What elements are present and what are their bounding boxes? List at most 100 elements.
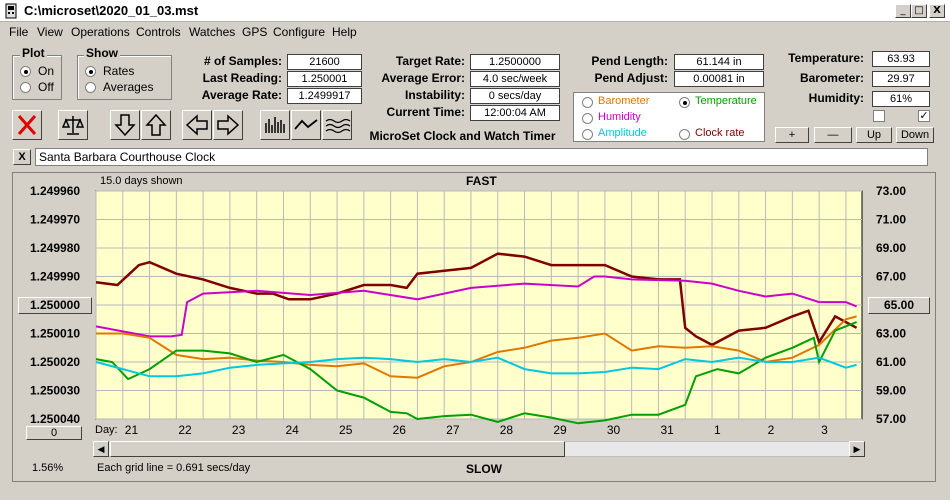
down-arrow-button[interactable] xyxy=(110,110,140,140)
last-reading-label: Last Reading: xyxy=(202,71,282,85)
down-button[interactable]: Down xyxy=(896,127,934,143)
target-rate-value: 1.2500000 xyxy=(470,54,560,70)
series-line-1 xyxy=(95,275,857,338)
temperature-option: Temperature xyxy=(695,95,757,107)
right-tick-label: 59.00 xyxy=(876,384,906,398)
average-rate-value: 1.2499917 xyxy=(287,88,362,104)
instability-value: 0 secs/day xyxy=(470,88,560,104)
humidity-label: Humidity: xyxy=(808,91,864,105)
left-tick-label: 1.249990 xyxy=(30,270,80,284)
left-axis-value-box[interactable]: 1.250000 xyxy=(18,297,92,314)
day-tick-label: 21 xyxy=(125,423,139,437)
show-rates-radio[interactable] xyxy=(85,66,96,77)
plot-on-radio[interactable] xyxy=(20,66,31,77)
left-tick-label: 1.249970 xyxy=(30,213,80,227)
pend-length-label: Pend Length: xyxy=(591,54,668,68)
menu-operations[interactable]: Operations xyxy=(71,25,130,39)
arrow-down-icon xyxy=(114,114,136,137)
arrow-left-icon xyxy=(185,114,208,136)
scroll-left-button[interactable]: ◀ xyxy=(93,441,109,457)
note-close-button[interactable]: X xyxy=(13,149,31,165)
arrow-up-icon xyxy=(145,113,167,136)
window-title: C:\microset\2020_01_03.mst xyxy=(24,3,199,18)
days-shown-label: 15.0 days shown xyxy=(100,175,183,187)
checkbox-left[interactable] xyxy=(873,110,885,122)
clock-rate-radio[interactable] xyxy=(679,129,690,140)
chart-frame xyxy=(12,172,936,482)
note-input[interactable]: Santa Barbara Courthouse Clock xyxy=(35,148,928,166)
menu-controls[interactable]: Controls xyxy=(136,25,181,39)
scale-icon xyxy=(61,116,85,135)
scrollbar-thumb[interactable] xyxy=(110,441,565,457)
slow-label: SLOW xyxy=(466,462,502,476)
maximize-button[interactable]: □ xyxy=(911,4,927,18)
bars-icon xyxy=(265,117,285,133)
show-averages-radio[interactable] xyxy=(85,82,96,93)
series-line-3 xyxy=(95,321,857,425)
day-tick-label: 2 xyxy=(768,423,775,437)
day-tick-label: 29 xyxy=(553,423,567,437)
right-arrow-button[interactable] xyxy=(213,110,243,140)
day-label: Day: xyxy=(95,424,118,436)
day-tick-label: 28 xyxy=(500,423,514,437)
right-tick-label: 61.00 xyxy=(876,355,906,369)
plot-off-radio[interactable] xyxy=(20,82,31,93)
samples-label: # of Samples: xyxy=(203,54,282,68)
plus-button[interactable]: + xyxy=(775,127,809,143)
up-button[interactable]: Up xyxy=(856,127,892,143)
barometer-option: Barometer xyxy=(598,95,650,107)
day-tick-label: 31 xyxy=(660,423,674,437)
current-time-value: 12:00:04 AM xyxy=(470,105,560,121)
amplitude-radio[interactable] xyxy=(582,129,593,140)
right-tick-label: 71.00 xyxy=(876,213,906,227)
title-bar: C:\microset\2020_01_03.mst _ □ X xyxy=(0,0,950,22)
clock-rate-option: Clock rate xyxy=(695,127,745,139)
average-rate-label: Average Rate: xyxy=(201,88,282,102)
temperature-radio[interactable] xyxy=(679,97,690,108)
x-icon xyxy=(17,115,37,135)
checkbox-right[interactable]: ✓ xyxy=(918,110,930,122)
average-error-value: 4.0 sec/week xyxy=(470,71,560,87)
minus-button[interactable]: — xyxy=(814,127,852,143)
right-tick-label: 67.00 xyxy=(876,270,906,284)
up-arrow-button[interactable] xyxy=(141,110,171,140)
left-tick-label: 1.249980 xyxy=(30,241,80,255)
left-tick-label: 1.249960 xyxy=(30,184,80,198)
current-time-label: Current Time: xyxy=(386,105,465,119)
line-chart-icon xyxy=(294,119,318,130)
humidity-radio[interactable] xyxy=(582,113,593,124)
wave-view-button[interactable] xyxy=(322,110,352,140)
barometer-radio[interactable] xyxy=(582,97,593,108)
barometer-value: 29.97 xyxy=(872,71,930,87)
close-button[interactable]: X xyxy=(929,4,945,18)
arrow-right-icon xyxy=(217,114,240,136)
day-tick-label: 22 xyxy=(178,423,192,437)
minimize-button[interactable]: _ xyxy=(895,4,911,18)
series-line-4 xyxy=(95,356,857,378)
menu-file[interactable]: File xyxy=(9,25,29,39)
menu-help[interactable]: Help xyxy=(332,25,357,39)
day-tick-label: 26 xyxy=(393,423,407,437)
line-view-button[interactable] xyxy=(291,110,321,140)
scroll-right-button[interactable]: ▶ xyxy=(849,441,865,457)
offset-box[interactable]: 0 xyxy=(26,426,82,440)
show-group-label: Show xyxy=(84,46,120,60)
show-averages-label: Averages xyxy=(103,80,154,94)
menu-gps[interactable]: GPS xyxy=(242,25,268,39)
temperature-label: Temperature: xyxy=(788,51,864,65)
menu-view[interactable]: View xyxy=(37,25,63,39)
menu-watches[interactable]: Watches xyxy=(189,25,236,39)
temperature-value: 63.93 xyxy=(872,51,930,67)
bars-view-button[interactable] xyxy=(260,110,290,140)
average-error-label: Average Error: xyxy=(381,71,465,85)
left-arrow-button[interactable] xyxy=(182,110,212,140)
balance-button[interactable] xyxy=(58,110,88,140)
barometer-label: Barometer: xyxy=(799,71,864,85)
right-tick-label: 63.00 xyxy=(876,327,906,341)
fast-label: FAST xyxy=(466,174,497,188)
wave-icon xyxy=(325,118,351,134)
show-group xyxy=(77,55,172,100)
menu-configure[interactable]: Configure xyxy=(273,25,326,39)
stop-button[interactable] xyxy=(12,110,42,140)
right-axis-value-box[interactable]: 65.00 xyxy=(868,297,930,314)
